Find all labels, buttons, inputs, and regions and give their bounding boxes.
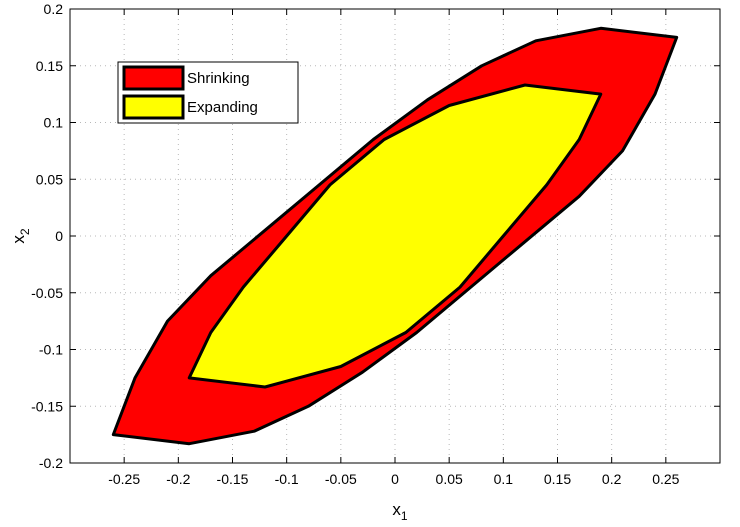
x-tick-label-4: -0.05 [325,471,357,487]
x-tick-label-0: -0.25 [108,471,140,487]
legend-swatch-expanding [122,94,185,120]
y-tick-label-3: -0.05 [31,285,63,301]
y-tick-label-2: -0.1 [39,342,63,358]
axes: -0.25 -0.2 -0.15 -0.1 -0.05 0 0.05 0.1 0.15 0.2 0.… [31,1,721,487]
legend: Shrinking Expanding [117,61,299,124]
y-tick-label-1: -0.15 [31,398,63,414]
legend-swatch-shrinking [122,65,185,91]
y-tick-label-6: 0.1 [44,115,64,131]
legend-label-shrinking: Shrinking [187,70,250,87]
y-tick-label-5: 0.05 [36,171,63,187]
x-tick-label-8: 0.15 [544,471,571,487]
x-tick-label-9: 0.2 [602,471,622,487]
series-layer [111,26,679,446]
legend-label-expanding: Expanding [187,99,258,116]
x-tick-label-10: 0.25 [652,471,679,487]
x-axis-label: x1 [392,500,408,523]
y-tick-label-8: 0.2 [44,1,64,17]
x-tick-label-1: -0.2 [166,471,190,487]
series-region-expanding [187,83,603,389]
x-tick-label-5: 0 [391,471,399,487]
x-tick-label-3: -0.1 [275,471,299,487]
y-tick-label-0: -0.2 [39,455,63,471]
x-tick-label-6: 0.05 [436,471,463,487]
y-tick-label-4: 0 [55,228,63,244]
y-axis-label: x2 [9,228,32,244]
y-tick-label-7: 0.15 [36,58,63,74]
x-tick-label-7: 0.1 [494,471,514,487]
x-tick-label-2: -0.15 [217,471,249,487]
